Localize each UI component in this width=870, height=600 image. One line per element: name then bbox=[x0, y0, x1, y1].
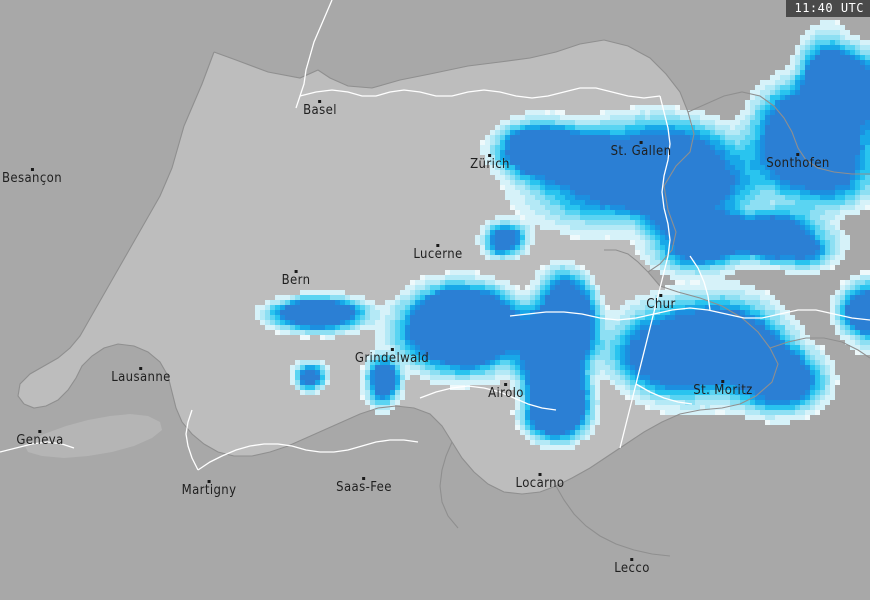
city-label: Locarno bbox=[516, 473, 565, 491]
city-name: Lausanne bbox=[111, 370, 171, 385]
city-name: Martigny bbox=[181, 483, 237, 498]
city-name: Zürich bbox=[470, 157, 510, 172]
city-label: Zürich bbox=[470, 154, 510, 172]
city-name: Sonthofen bbox=[766, 156, 830, 171]
city-label: Bern bbox=[282, 270, 311, 288]
city-label: Basel bbox=[303, 100, 337, 118]
city-label: Besançon bbox=[2, 168, 62, 186]
city-marker-dot bbox=[488, 154, 492, 157]
city-label: Sonthofen bbox=[766, 153, 829, 171]
city-label: Saas-Fee bbox=[336, 477, 392, 495]
city-name: Basel bbox=[303, 103, 337, 118]
city-name: Besançon bbox=[1, 171, 63, 186]
city-marker-dot bbox=[390, 348, 394, 351]
city-marker-dot bbox=[796, 153, 800, 156]
city-marker-dot bbox=[639, 141, 643, 144]
city-marker-dot bbox=[139, 367, 143, 370]
city-marker-dot bbox=[721, 380, 725, 383]
city-marker-dot bbox=[207, 480, 211, 483]
city-marker-dot bbox=[436, 244, 440, 247]
city-name: Bern bbox=[281, 273, 311, 288]
city-label: Airolo bbox=[488, 383, 524, 401]
city-name: Grindelwald bbox=[354, 351, 430, 366]
city-name: Chur bbox=[646, 297, 676, 312]
timestamp-badge: 11:40 UTC bbox=[786, 0, 870, 17]
city-name: Locarno bbox=[515, 476, 565, 491]
city-name: Saas-Fee bbox=[336, 480, 392, 495]
city-name: St. Gallen bbox=[610, 144, 672, 159]
city-label: Chur bbox=[646, 294, 675, 312]
city-label: Grindelwald bbox=[355, 348, 429, 366]
city-label: Geneva bbox=[16, 430, 63, 448]
city-marker-dot bbox=[30, 168, 34, 171]
city-label: St. Moritz bbox=[693, 380, 752, 398]
city-name: St. Moritz bbox=[693, 383, 753, 398]
city-marker-dot bbox=[504, 383, 508, 386]
city-marker-dot bbox=[318, 100, 322, 103]
city-label: Lausanne bbox=[111, 367, 171, 385]
city-name: Lucerne bbox=[413, 247, 463, 262]
city-marker-dot bbox=[659, 294, 663, 297]
city-marker-dot bbox=[38, 430, 42, 433]
city-label: St. Gallen bbox=[611, 141, 672, 159]
city-label: Lucerne bbox=[413, 244, 462, 262]
city-name: Geneva bbox=[16, 433, 64, 448]
city-marker-dot bbox=[630, 558, 634, 561]
city-marker-dot bbox=[538, 473, 542, 476]
city-name: Lecco bbox=[614, 561, 650, 576]
city-label: Lecco bbox=[614, 558, 650, 576]
city-marker-dot bbox=[294, 270, 298, 273]
city-name: Airolo bbox=[488, 386, 524, 401]
city-marker-dot bbox=[362, 477, 366, 480]
city-label: Martigny bbox=[182, 480, 237, 498]
